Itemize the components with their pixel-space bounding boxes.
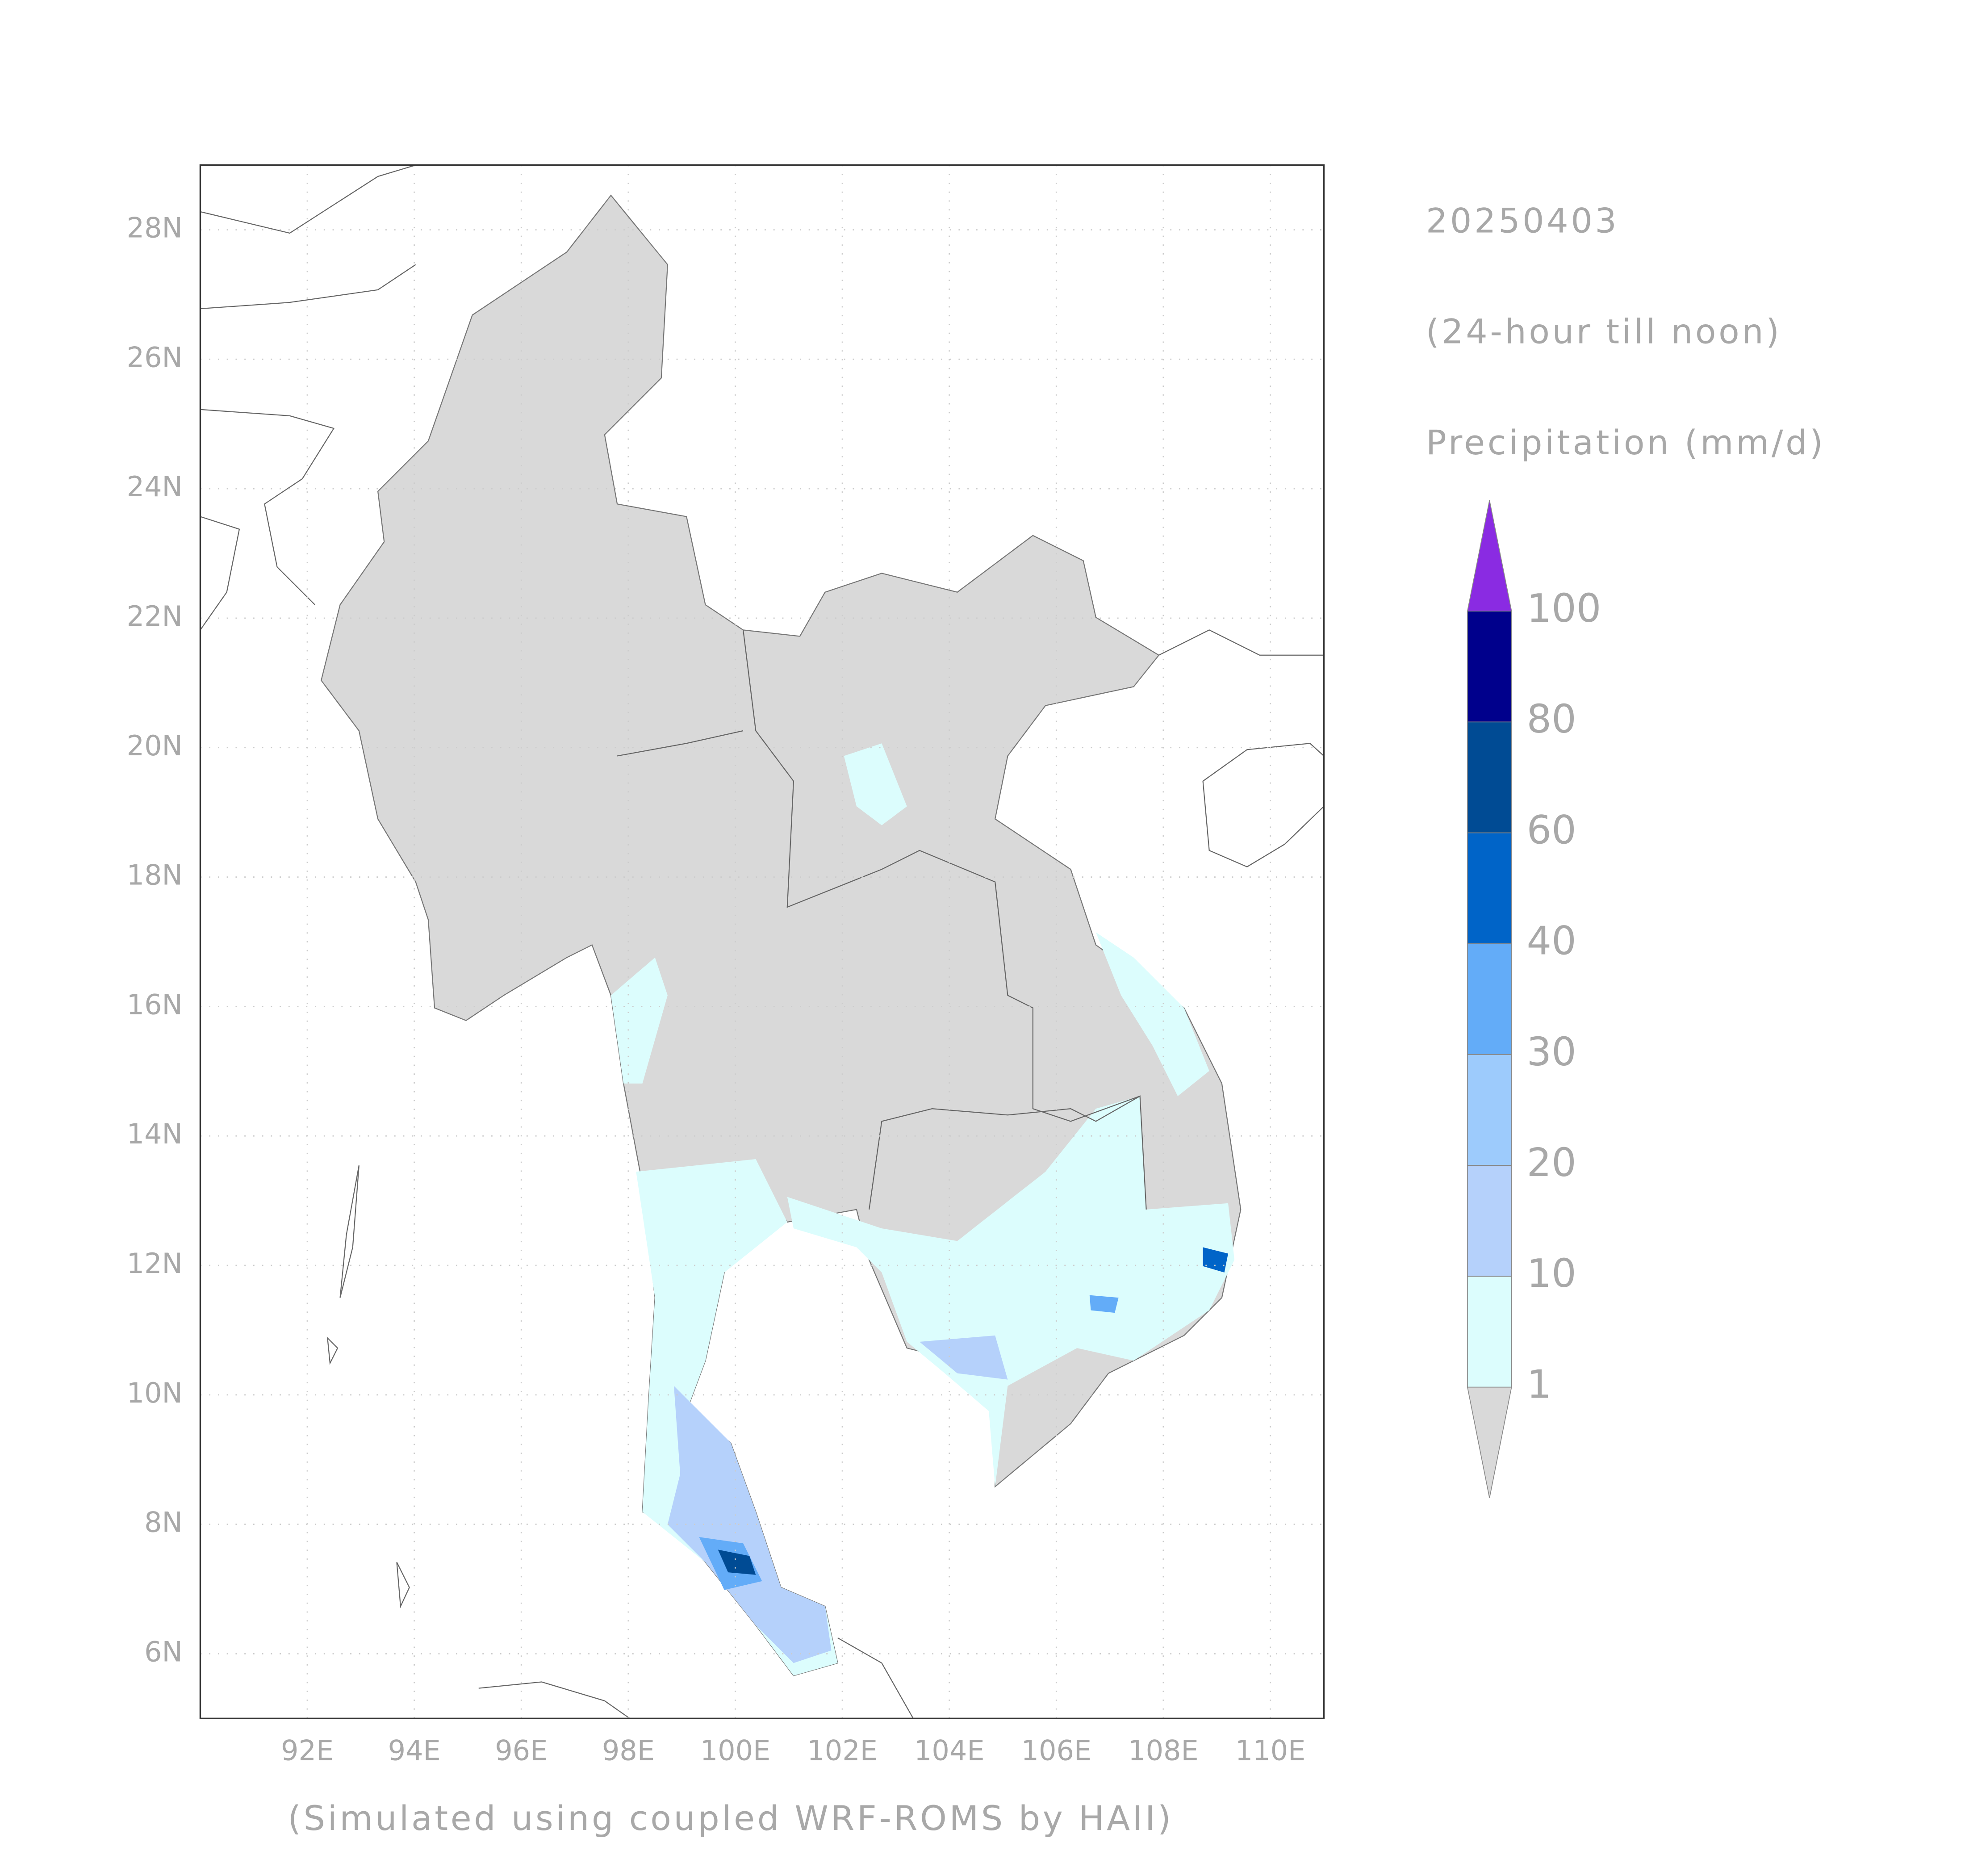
y-tick-label: 20N [127,729,183,762]
colorbar: 1 10 20 30 40 60 80 100 [1467,500,1601,1498]
colorbar-over [1467,500,1512,611]
y-tick-label: 10N [127,1377,183,1409]
x-tick-label: 96E [495,1734,548,1767]
rain-area [1203,1247,1228,1273]
y-tick-label: 16N [127,988,183,1021]
coastline [200,409,335,605]
coastline [200,164,416,234]
colorbar-label: 10 [1526,1251,1576,1296]
x-tick-label: 106E [1021,1734,1092,1767]
colorbar-under [1467,1386,1512,1498]
colorbar-label: 80 [1526,696,1576,742]
coastline [200,516,240,631]
footer: (Simulated using coupled WRF-ROMS by HAI… [288,1798,1173,1838]
rain-area [636,1159,838,1676]
coastline [326,1336,339,1365]
coastline [1158,629,1324,656]
colorbar-label: 30 [1526,1029,1576,1075]
rain-area [844,743,907,825]
rain-area [1089,1295,1119,1313]
coastline [339,1165,360,1298]
coastline [1202,743,1325,867]
date: 20250403 [1426,201,1619,240]
land [321,194,1242,1676]
x-tick-label: 94E [388,1734,441,1767]
colorbar-band [1467,832,1512,944]
y-tick-label: 24N [127,470,183,503]
y-tick-label: 18N [127,859,183,892]
border [742,630,1140,1122]
rain-area [667,1386,832,1663]
rain-area [1095,932,1209,1096]
rain-area [718,1549,756,1575]
y-tick-label: 6N [144,1635,183,1668]
x-tick-label: 98E [602,1734,655,1767]
colorbar-band [1467,1165,1512,1277]
colorbar-label: 40 [1526,918,1576,964]
coastline [396,1562,410,1608]
x-tick-label: 110E [1235,1734,1306,1767]
coastline [200,264,416,310]
x-tick-label: 104E [914,1734,985,1767]
colorbar-band [1467,1054,1512,1166]
y-tick-label: 12N [127,1247,183,1280]
y-tick-label: 8N [144,1506,183,1539]
colorbar-band [1467,943,1512,1055]
plot-frame [199,164,1325,1719]
colorbar-label: 60 [1526,807,1576,853]
x-tick-label: 100E [700,1734,771,1767]
grid [200,165,1324,1719]
colorbar-label: 1 [1526,1361,1551,1407]
border [869,1095,1147,1210]
colorbar-band [1467,611,1512,723]
y-tick-label: 28N [127,212,183,244]
x-tick-label: 102E [807,1734,878,1767]
coastline [837,1637,914,1719]
rain-area [787,1096,1235,1487]
x-tick-label: 108E [1128,1734,1199,1767]
y-tick-label: 22N [127,600,183,632]
y-tick-label: 14N [127,1118,183,1150]
x-tick-label: 92E [281,1734,334,1767]
colorbar-band [1467,721,1512,833]
colorbar-label: 100 [1526,586,1601,631]
colorbar-band [1467,1276,1512,1388]
colorbar-label: 20 [1526,1140,1576,1185]
basemap [200,164,1325,1719]
subtitle: (24-hour till noon) [1426,312,1782,352]
coastline [478,1681,630,1719]
rain-area [919,1335,1008,1380]
border [617,730,744,757]
rain-area [610,957,668,1084]
legend-title: Precipitation (mm/d) [1426,423,1826,462]
y-tick-label: 26N [127,341,183,373]
